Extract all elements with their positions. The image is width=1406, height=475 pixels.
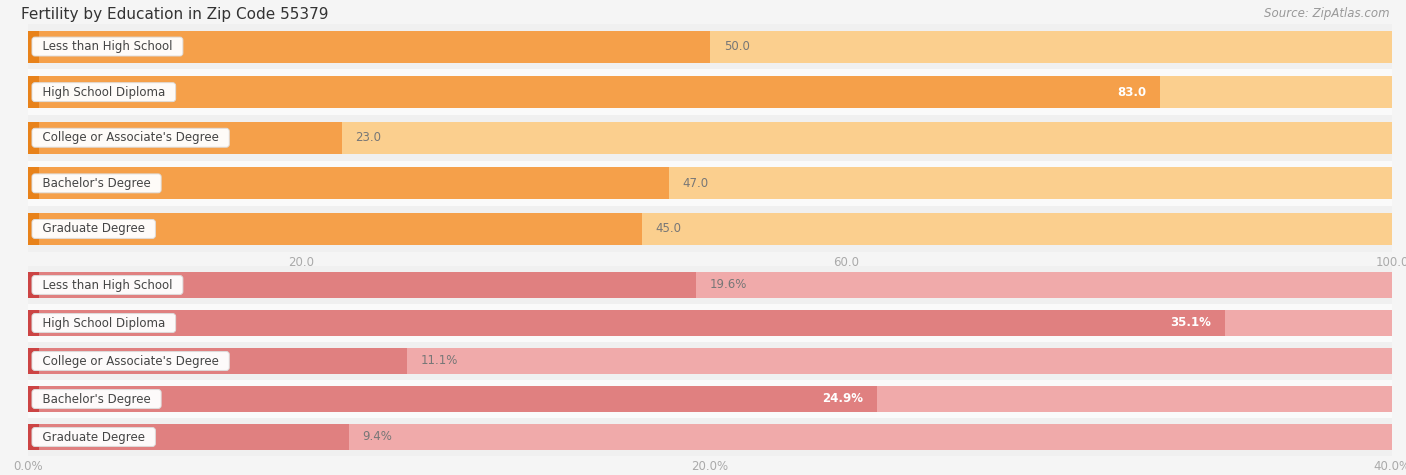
- Bar: [28, 167, 669, 200]
- Text: Bachelor's Degree: Bachelor's Degree: [35, 392, 159, 406]
- Text: Less than High School: Less than High School: [35, 40, 180, 53]
- Bar: [28, 30, 710, 63]
- Bar: [28, 380, 1392, 418]
- Text: High School Diploma: High School Diploma: [35, 316, 173, 330]
- Bar: [28, 348, 39, 374]
- Bar: [28, 424, 349, 450]
- Bar: [28, 213, 39, 245]
- Text: Graduate Degree: Graduate Degree: [35, 430, 152, 444]
- Text: 9.4%: 9.4%: [363, 430, 392, 444]
- Bar: [28, 24, 1392, 69]
- Bar: [28, 76, 1160, 108]
- Text: 23.0: 23.0: [356, 131, 381, 144]
- Bar: [28, 122, 342, 154]
- Bar: [28, 213, 643, 245]
- Bar: [28, 424, 1392, 450]
- Bar: [28, 161, 1392, 206]
- Bar: [28, 76, 39, 108]
- Text: High School Diploma: High School Diploma: [35, 86, 173, 99]
- Bar: [28, 30, 39, 63]
- Bar: [28, 386, 39, 412]
- Bar: [28, 348, 406, 374]
- Text: Graduate Degree: Graduate Degree: [35, 222, 152, 236]
- Bar: [28, 386, 1392, 412]
- Bar: [28, 348, 1392, 374]
- Bar: [28, 418, 1392, 456]
- Bar: [28, 386, 877, 412]
- Text: 45.0: 45.0: [655, 222, 682, 236]
- Text: 11.1%: 11.1%: [420, 354, 457, 368]
- Bar: [28, 213, 1392, 245]
- Bar: [28, 272, 1392, 298]
- Text: 35.1%: 35.1%: [1170, 316, 1211, 330]
- Text: Source: ZipAtlas.com: Source: ZipAtlas.com: [1264, 7, 1389, 20]
- Bar: [28, 266, 1392, 304]
- Bar: [28, 310, 1225, 336]
- Bar: [28, 167, 1392, 200]
- Bar: [28, 30, 1392, 63]
- Bar: [28, 342, 1392, 380]
- Text: 50.0: 50.0: [724, 40, 749, 53]
- Text: Fertility by Education in Zip Code 55379: Fertility by Education in Zip Code 55379: [21, 7, 329, 22]
- Text: 47.0: 47.0: [683, 177, 709, 190]
- Bar: [28, 424, 39, 450]
- Bar: [28, 122, 39, 154]
- Bar: [28, 115, 1392, 161]
- Text: 24.9%: 24.9%: [823, 392, 863, 406]
- Text: College or Associate's Degree: College or Associate's Degree: [35, 354, 226, 368]
- Bar: [28, 167, 39, 200]
- Bar: [28, 272, 696, 298]
- Bar: [28, 206, 1392, 252]
- Bar: [28, 310, 39, 336]
- Bar: [28, 272, 39, 298]
- Bar: [28, 76, 1392, 108]
- Bar: [28, 122, 1392, 154]
- Text: Less than High School: Less than High School: [35, 278, 180, 292]
- Text: Bachelor's Degree: Bachelor's Degree: [35, 177, 159, 190]
- Text: College or Associate's Degree: College or Associate's Degree: [35, 131, 226, 144]
- Bar: [28, 69, 1392, 115]
- Bar: [28, 310, 1392, 336]
- Bar: [28, 304, 1392, 342]
- Text: 19.6%: 19.6%: [710, 278, 748, 292]
- Text: 83.0: 83.0: [1118, 86, 1146, 99]
